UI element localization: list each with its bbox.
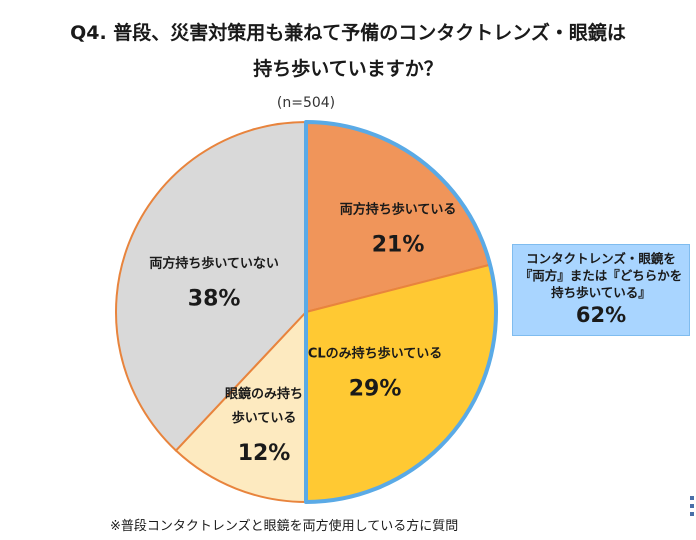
slice-value-label: 12% [238,441,291,466]
callout-value: 62% [575,303,627,327]
slice-label: CLのみ持ち歩いている [308,346,442,362]
callout-line: 持ち歩いている』 [551,285,651,300]
edge-decoration [690,496,694,518]
slice-value-label: 29% [349,377,402,402]
slice-value-label: 38% [188,287,241,312]
callout-line: 『両方』または『どちらかを [519,268,683,283]
slice-label: 眼鏡のみ持ち [225,386,303,402]
slice-value-label: 21% [372,232,425,257]
slice-label: 両方持ち歩いていない [149,256,279,272]
chart-title: Q4. 普段、災害対策用も兼ねて予備のコンタクトレンズ・眼鏡は [70,22,626,44]
callout-line: コンタクトレンズ・眼鏡を [526,251,676,266]
pie-slice [174,309,307,504]
footnote: ※普段コンタクトレンズと眼鏡を両方使用している方に質問 [110,519,459,534]
slice-label: 歩いている [232,410,297,426]
chart-title-line2: 持ち歩いていますか？ [253,58,443,80]
highlight-callout: コンタクトレンズ・眼鏡を 『両方』または『どちらかを 持ち歩いている』 62% [512,244,690,336]
sample-size: (n=504) [276,95,336,111]
highlight-outline [304,120,498,504]
pie-slice [115,120,307,452]
slice-label: 両方持ち歩いている [340,201,457,217]
